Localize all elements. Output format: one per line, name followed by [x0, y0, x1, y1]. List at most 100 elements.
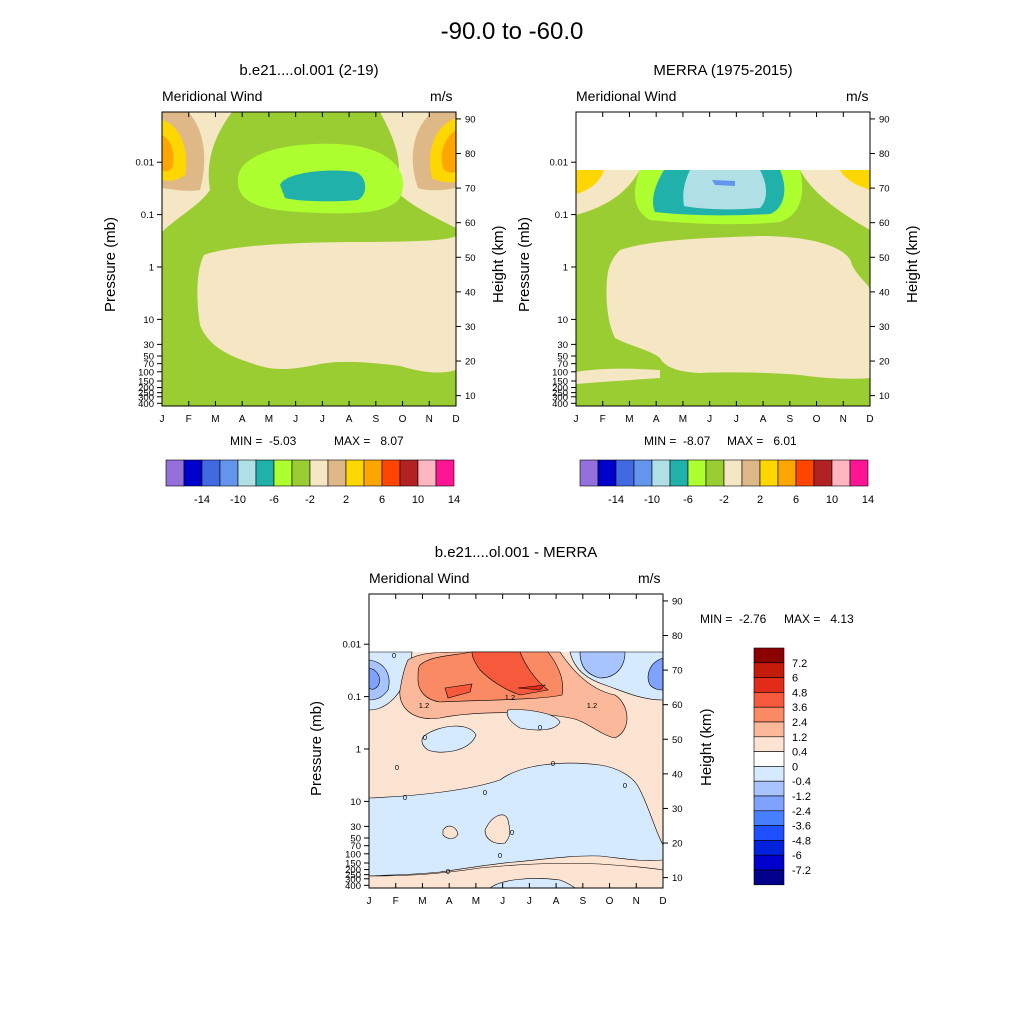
panel3-ytick-label: 150: [345, 859, 361, 870]
panel3-ytick-right-label: 60: [672, 700, 683, 711]
panel3-units-label: m/s: [638, 570, 661, 586]
panel3-contour-label: 0: [498, 851, 502, 860]
colorbar3-label: 1.2: [792, 732, 807, 744]
colorbar3-swatch: [753, 840, 785, 856]
panel3-xtick-label: M: [472, 896, 480, 907]
panel3-ytick-label: 400: [345, 881, 361, 892]
panel3-xtick-label: O: [606, 896, 614, 907]
panel3-ytick-label: 70: [350, 841, 361, 852]
panel3-xtick-label: M: [418, 896, 426, 907]
colorbar1-label: -14: [194, 494, 210, 506]
colorbar2-swatch: [777, 459, 797, 487]
panel2-xtick-label: D: [866, 414, 873, 425]
colorbar2-label: -10: [644, 494, 660, 506]
colorbar2-label: 6: [793, 494, 799, 506]
panel1-ytick-label: 10: [143, 315, 154, 326]
colorbar1-swatch: [165, 459, 185, 487]
colorbar1-label: 10: [412, 494, 424, 506]
colorbar1-swatch: [273, 459, 293, 487]
panel2-ytick-right-label: 80: [879, 149, 890, 160]
panel1-ytick-label: 1: [149, 262, 154, 273]
colorbar1-swatch: [255, 459, 275, 487]
colorbar2-swatch: [651, 459, 671, 487]
panel2-ytick-label: 100: [552, 367, 568, 378]
panel3-xtick-label: J: [527, 896, 532, 907]
colorbar3-swatch: [753, 766, 785, 782]
panel1-ytick-label: 300: [138, 392, 154, 403]
colorbar2-label: -14: [608, 494, 624, 506]
panel2-ytick-right-label: 70: [879, 184, 890, 195]
colorbar2-label: 2: [757, 494, 763, 506]
panel1-ytick-right-label: 40: [465, 287, 476, 298]
panel2-ytick-right-label: 30: [879, 322, 890, 333]
panel2-ytick-label: 30: [557, 340, 568, 351]
panel2-yellow-left: [576, 170, 604, 194]
panel2-ytick-label: 50: [557, 352, 568, 363]
panel3-xtick-label: N: [633, 896, 640, 907]
panel3-ytick-label: 10: [350, 797, 361, 808]
panel3-neg-right2: [579, 651, 626, 679]
colorbar3-swatch: [753, 780, 785, 797]
panel1-xtick-label: D: [452, 414, 459, 425]
dynamic-marks: J F M A M J J A S O N D0.010.1110305070100150200250…: [136, 112, 890, 907]
panel2-xtick-label: J: [707, 414, 712, 425]
panel3-neg-right3: [647, 657, 663, 691]
panel3-neg-left3: [369, 667, 380, 690]
colorbar2-swatch: [849, 459, 869, 487]
colorbar3-swatch: [753, 751, 785, 767]
colorbar3-label: 3.6: [792, 702, 807, 714]
panel2-xtick-label: F: [600, 414, 606, 425]
panel1-ytick-right-label: 50: [465, 253, 476, 264]
panel3-xtick-label: D: [659, 896, 666, 907]
panel2-ytick-right-label: 50: [879, 253, 890, 264]
colorbar2-swatch: [633, 459, 653, 487]
panel3-ytick-right-label: 70: [672, 666, 683, 677]
panel3-xtick-label: F: [393, 896, 399, 907]
colorbar3-label: -1.2: [792, 791, 811, 803]
panel2-ytick-label: 1: [563, 262, 568, 273]
panel1-frame: [161, 111, 457, 407]
colorbar2-swatch: [795, 459, 815, 487]
panel1-ytick-label: 50: [143, 352, 154, 363]
panel3-ytick-right-label: 80: [672, 631, 683, 642]
panel3-ytick-label: 30: [350, 822, 361, 833]
panel3-ytick-right-label: 20: [672, 839, 683, 850]
colorbar3-label: 6: [792, 673, 798, 685]
colorbar3-swatch: [753, 869, 785, 886]
panel3-ytick-right-label: 40: [672, 769, 683, 780]
colorbar1-swatch: [381, 459, 401, 487]
colorbar3-swatch: [753, 662, 785, 678]
colorbar3-label: 7.2: [792, 658, 807, 670]
panel2-blue-spot: [712, 180, 735, 186]
panel2-field: [576, 112, 870, 406]
colorbar3-label: -2.4: [792, 806, 811, 818]
panel2-xtick-label: A: [760, 414, 767, 425]
panel1-xtick-label: A: [239, 414, 246, 425]
colorbar1-swatch: [237, 459, 257, 487]
panel2-powder: [683, 170, 766, 210]
colorbar2-swatch: [831, 459, 851, 487]
colorbar1-swatch: [363, 459, 383, 487]
panel1-units-label: m/s: [430, 88, 453, 104]
panel1-ytick-label: 0.01: [136, 158, 155, 169]
colorbar1-swatch: [309, 459, 329, 487]
colorbar3-swatch: [753, 721, 785, 738]
panel3-pos-blob-lower2: [484, 814, 511, 844]
panel2-upper-tan-right: [800, 170, 870, 230]
colorbar2-swatch: [615, 459, 635, 487]
panel3-contour-label: 0: [446, 867, 450, 876]
panel3-ytick-label: 0.01: [343, 640, 362, 651]
panel3-xtick-label: A: [446, 896, 453, 907]
panel1-ytick-label: 100: [138, 367, 154, 378]
panel3-ytick-label: 50: [350, 834, 361, 845]
panel3-pos-blob-lower1: [442, 825, 459, 839]
colorbar2-label: 14: [862, 494, 874, 506]
panel3-ytick-label: 0.1: [348, 692, 361, 703]
panel1-field: [162, 112, 456, 406]
colorbar3-swatch: [753, 706, 785, 723]
panel1-xtick-label: M: [211, 414, 219, 425]
panel1-xtick-label: F: [186, 414, 192, 425]
colorbar3-label: 0: [792, 761, 798, 773]
panel2-ytick-label: 70: [557, 359, 568, 370]
colorbar3-label: 4.8: [792, 687, 807, 699]
